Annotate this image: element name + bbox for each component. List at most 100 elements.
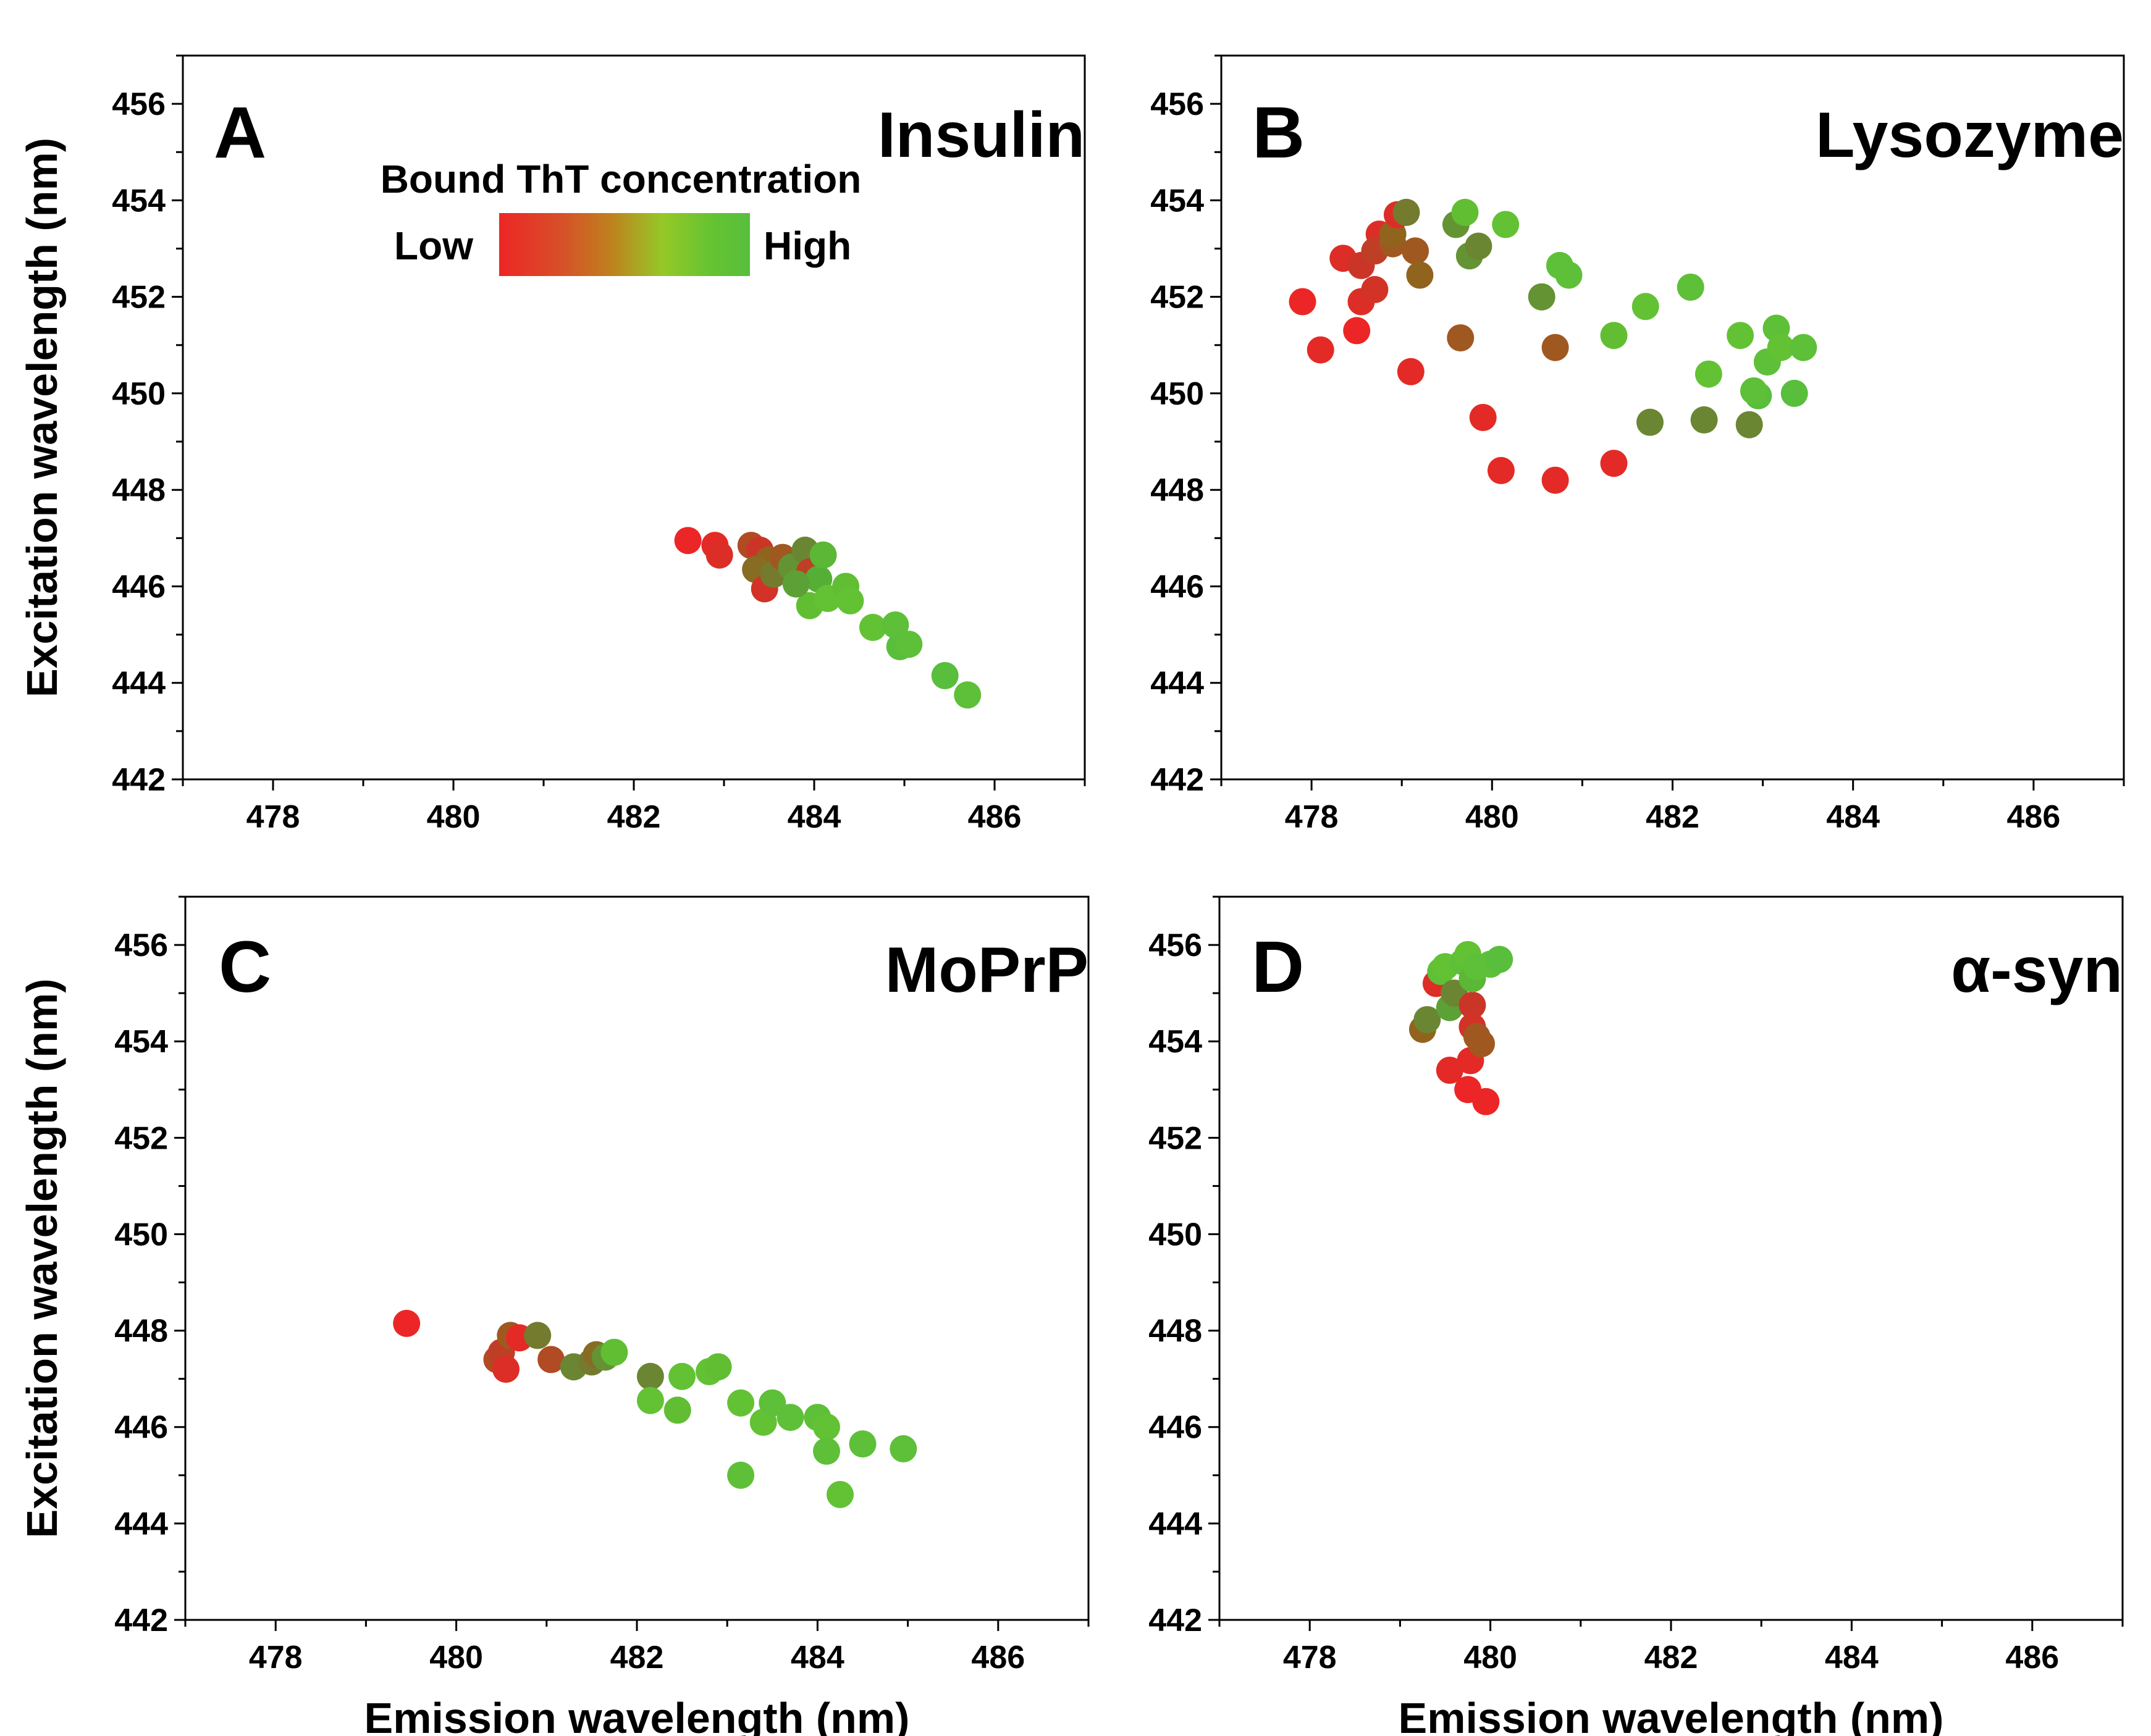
- data-point: [1307, 336, 1334, 364]
- panel-b: 478 480 482 484 486 442 444 446 448 450 452 454 456 B…: [1150, 54, 2125, 835]
- y-tick-label: 454: [1150, 183, 1204, 219]
- data-point: [1600, 450, 1628, 477]
- x-tick-label: 478: [249, 1640, 303, 1675]
- panel-letter: B: [1252, 92, 1305, 174]
- x-tick-label: 484: [788, 799, 841, 835]
- y-tick-label: 452: [1150, 280, 1204, 316]
- data-point: [859, 613, 886, 641]
- data-point: [1694, 360, 1722, 388]
- y-tick-label: 446: [112, 569, 166, 605]
- data-point: [1413, 1006, 1441, 1034]
- y-axis-title: Excitation wavelength (nm): [18, 138, 66, 697]
- data-point: [1402, 237, 1429, 265]
- data-point: [636, 1386, 664, 1414]
- panel-letter: A: [214, 92, 266, 174]
- y-tick-label: 444: [1150, 666, 1204, 702]
- data-point: [759, 1389, 786, 1417]
- data-point: [1727, 322, 1754, 350]
- y-tick-label: 444: [112, 666, 166, 702]
- data-point: [1492, 211, 1520, 238]
- panel-a: 478 480 482 484 486 442 444 446 448 450 452 454 456 E…: [18, 54, 1086, 835]
- x-tick-label: 484: [791, 1640, 844, 1675]
- data-point: [1555, 261, 1583, 289]
- data-point: [1528, 283, 1555, 311]
- y-tick-label: 452: [114, 1120, 168, 1156]
- data-point: [1600, 322, 1628, 350]
- x-tick-label: 484: [1825, 1640, 1879, 1675]
- data-point: [1451, 198, 1479, 226]
- data-point: [1541, 333, 1569, 361]
- data-point: [809, 541, 837, 569]
- data-point: [836, 587, 864, 614]
- legend-high-label: High: [764, 224, 851, 268]
- legend-low-label: Low: [394, 224, 473, 268]
- data-point: [890, 1435, 917, 1462]
- data-point: [1677, 274, 1704, 301]
- y-tick-label: 442: [114, 1603, 168, 1638]
- y-axis-title: Excitation wavelength (nm): [18, 978, 66, 1538]
- y-tick-label: 456: [114, 928, 168, 963]
- x-tick-label: 478: [1283, 1640, 1337, 1675]
- x-axis-title: Emission wavelength (nm): [1399, 1694, 1944, 1736]
- x-tick-label: 480: [429, 1640, 483, 1675]
- data-point: [782, 570, 810, 598]
- x-tick-label: 484: [1826, 799, 1880, 835]
- y-tick-label: 448: [114, 1314, 168, 1349]
- data-point: [1468, 1030, 1495, 1058]
- y-tick-label: 456: [112, 86, 166, 122]
- data-point: [1690, 406, 1718, 434]
- x-tick-label: 486: [968, 799, 1022, 835]
- y-tick-label: 450: [1148, 1217, 1202, 1252]
- panel-c: 478 480 482 484 486 442 444 446 448 450 452 454 456 E…: [18, 895, 1090, 1736]
- data-point: [1780, 379, 1808, 407]
- data-point: [674, 527, 702, 555]
- data-point: [1469, 404, 1497, 431]
- y-tick-label: 448: [1150, 472, 1204, 508]
- x-tick-label: 482: [1644, 1640, 1698, 1675]
- data-point: [1343, 317, 1371, 345]
- y-tick-label: 448: [1148, 1314, 1202, 1349]
- data-point: [931, 662, 959, 689]
- panel-title: MoPrP: [885, 934, 1088, 1006]
- x-axis-title: Emission wavelength (nm): [364, 1694, 910, 1736]
- y-tick-label: 444: [1148, 1506, 1202, 1542]
- data-point: [1487, 456, 1515, 484]
- panel-title: α-syn: [1951, 934, 2123, 1006]
- data-point: [1541, 466, 1569, 494]
- data-point: [1636, 408, 1664, 436]
- y-tick-label: 456: [1148, 928, 1202, 963]
- y-tick-label: 454: [112, 183, 166, 219]
- y-tick-label: 450: [114, 1217, 168, 1252]
- data-point: [1486, 946, 1513, 973]
- y-tick-label: 442: [1150, 762, 1204, 798]
- data-point: [954, 681, 982, 709]
- panel-title: Lysozyme: [1816, 99, 2124, 171]
- data-point: [1472, 1088, 1500, 1115]
- data-point: [1740, 377, 1767, 405]
- color-legend: Bound ThT concentration Low High: [381, 157, 862, 276]
- y-tick-label: 454: [114, 1024, 168, 1060]
- data-point: [1436, 1057, 1463, 1084]
- data-point: [895, 631, 923, 658]
- legend-title: Bound ThT concentration: [381, 157, 862, 201]
- x-tick-label: 478: [1285, 799, 1339, 835]
- data-point: [1397, 358, 1425, 385]
- data-point: [727, 1461, 755, 1489]
- legend-gradient-bar: [499, 213, 750, 276]
- data-point: [827, 1481, 854, 1508]
- y-tick-label: 456: [1150, 86, 1204, 122]
- data-point: [1459, 991, 1486, 1019]
- data-point: [704, 1353, 732, 1381]
- data-point: [537, 1346, 565, 1373]
- data-point: [727, 1389, 755, 1417]
- data-point: [1289, 288, 1316, 316]
- data-point: [1392, 198, 1420, 226]
- data-point: [813, 1413, 840, 1441]
- x-tick-label: 480: [1463, 1640, 1517, 1675]
- data-point: [882, 611, 909, 639]
- y-tick-label: 450: [1150, 376, 1204, 412]
- data-point: [1465, 232, 1492, 260]
- data-point: [813, 1437, 840, 1465]
- data-point: [777, 1404, 804, 1432]
